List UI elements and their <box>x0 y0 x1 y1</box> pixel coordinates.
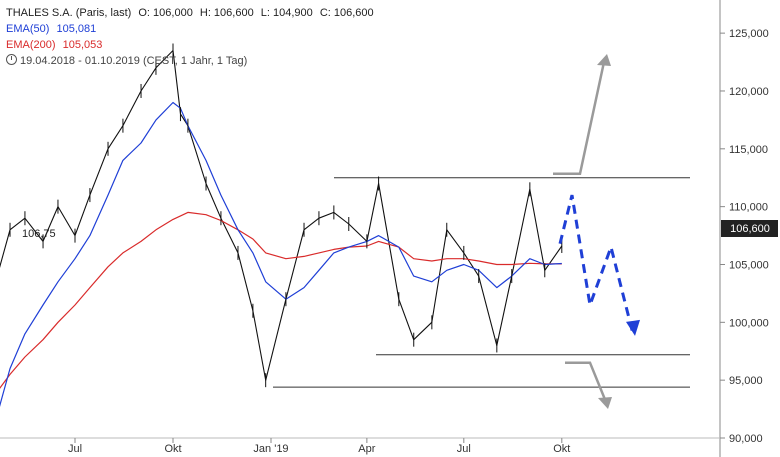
current-price-label: 106,600 <box>730 223 770 235</box>
low-value: L: 104,900 <box>260 7 313 19</box>
high-value: H: 106,600 <box>199 7 254 19</box>
x-axis-ticks: Jul Okt Jan '19 Apr Jul Okt <box>68 438 570 455</box>
ema200-line <box>0 211 562 389</box>
y-tick-label: 100,000 <box>729 317 769 329</box>
legend-ema200-row[interactable]: EMA(200) 105,053 <box>6 37 374 53</box>
y-tick-label: 105,000 <box>729 259 769 271</box>
y-tick-label: 120,000 <box>729 86 769 98</box>
ema50-value: 105,081 <box>56 23 97 35</box>
period-label: 19.04.2018 - 01.10.2019 (CEST, 1 Jahr, 1… <box>20 55 248 67</box>
series-layer <box>0 43 563 408</box>
x-tick-label: Jul <box>68 443 82 455</box>
x-tick-label: Okt <box>553 443 570 455</box>
y-tick-label: 110,000 <box>729 202 768 214</box>
y-tick-label: 115,000 <box>729 144 768 156</box>
close-value: C: 106,600 <box>319 7 374 19</box>
projection-arrow-head <box>626 319 640 336</box>
y-tick-label: 90,000 <box>729 433 763 445</box>
x-tick-label: Jul <box>457 443 471 455</box>
breakout-up-arrow <box>553 61 606 175</box>
x-tick-label: Okt <box>164 443 181 455</box>
ema200-label: EMA(200) <box>6 39 56 51</box>
projection-layer <box>553 54 640 409</box>
current-price-marker: 106,600 <box>721 220 778 237</box>
breakdown-down-arrow <box>565 361 608 403</box>
chart-legend: THALES S.A. (Paris, last) O: 106,000 H: … <box>6 5 374 69</box>
legend-period-row[interactable]: 19.04.2018 - 01.10.2019 (CEST, 1 Jahr, 1… <box>6 53 374 69</box>
ema50-line <box>0 101 562 408</box>
y-tick-label: 125,000 <box>729 28 769 40</box>
up-arrow-head <box>597 54 611 66</box>
y-axis-ticks: 90,000 95,000 100,000 105,000 110,000 115,000… <box>720 28 769 445</box>
current-price-box <box>721 220 778 237</box>
start-price-label: 106,75 <box>22 228 56 240</box>
projection-path <box>558 194 635 335</box>
horizontal-levels <box>273 177 690 388</box>
price-line <box>0 49 563 381</box>
legend-ema50-row[interactable]: EMA(50) 105,081 <box>6 21 374 37</box>
open-value: O: 106,000 <box>138 7 193 19</box>
down-arrow-head <box>598 397 612 409</box>
x-tick-label: Apr <box>358 443 375 455</box>
instrument-name: THALES S.A. (Paris, last) <box>6 7 132 19</box>
clock-icon <box>6 54 17 65</box>
y-tick-label: 95,000 <box>729 375 763 387</box>
x-tick-label: Jan '19 <box>253 443 288 455</box>
ema50-label: EMA(50) <box>6 23 50 35</box>
ema200-value: 105,053 <box>62 39 103 51</box>
legend-instrument-row: THALES S.A. (Paris, last) O: 106,000 H: … <box>6 5 374 21</box>
